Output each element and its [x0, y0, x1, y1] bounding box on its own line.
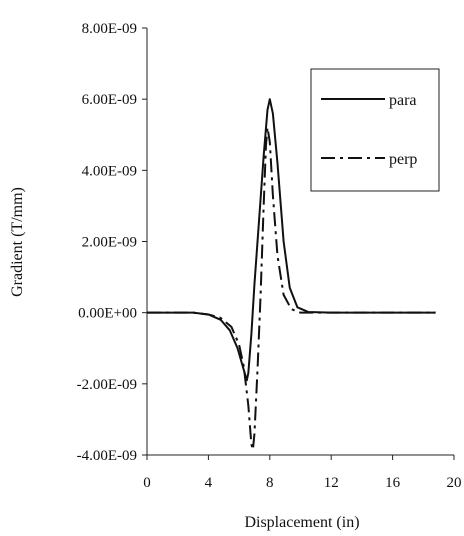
- x-tick-label: 20: [447, 475, 462, 491]
- x-tick-label: 16: [385, 475, 401, 491]
- legend-label-para: para: [389, 92, 417, 109]
- series-lines: [147, 98, 436, 451]
- x-axis-title: Displacement (in): [244, 514, 359, 531]
- legend: para perp: [310, 68, 440, 192]
- y-axis-title: Gradient (T/mm): [9, 187, 26, 297]
- y-tick-label: 0.00E+00: [78, 306, 137, 322]
- legend-box: [310, 68, 440, 192]
- y-tick-label: -2.00E-09: [77, 377, 137, 393]
- y-tick-label: 6.00E-09: [82, 92, 137, 108]
- x-tick-label: 0: [143, 475, 151, 491]
- y-tick-label: 8.00E-09: [82, 21, 137, 37]
- legend-label-perp: perp: [389, 151, 417, 168]
- x-tick-label: 4: [205, 475, 213, 491]
- axes: -4.00E-09 -2.00E-09 0.00E+00 2.00E-09 4.00E-…: [77, 21, 462, 491]
- x-tick-label: 12: [324, 475, 339, 491]
- y-tick-label: 4.00E-09: [82, 163, 137, 179]
- series-line-perp: [147, 126, 436, 451]
- y-tick-label: -4.00E-09: [77, 448, 137, 464]
- y-tick-label: 2.00E-09: [82, 235, 137, 251]
- x-tick-label: 8: [266, 475, 274, 491]
